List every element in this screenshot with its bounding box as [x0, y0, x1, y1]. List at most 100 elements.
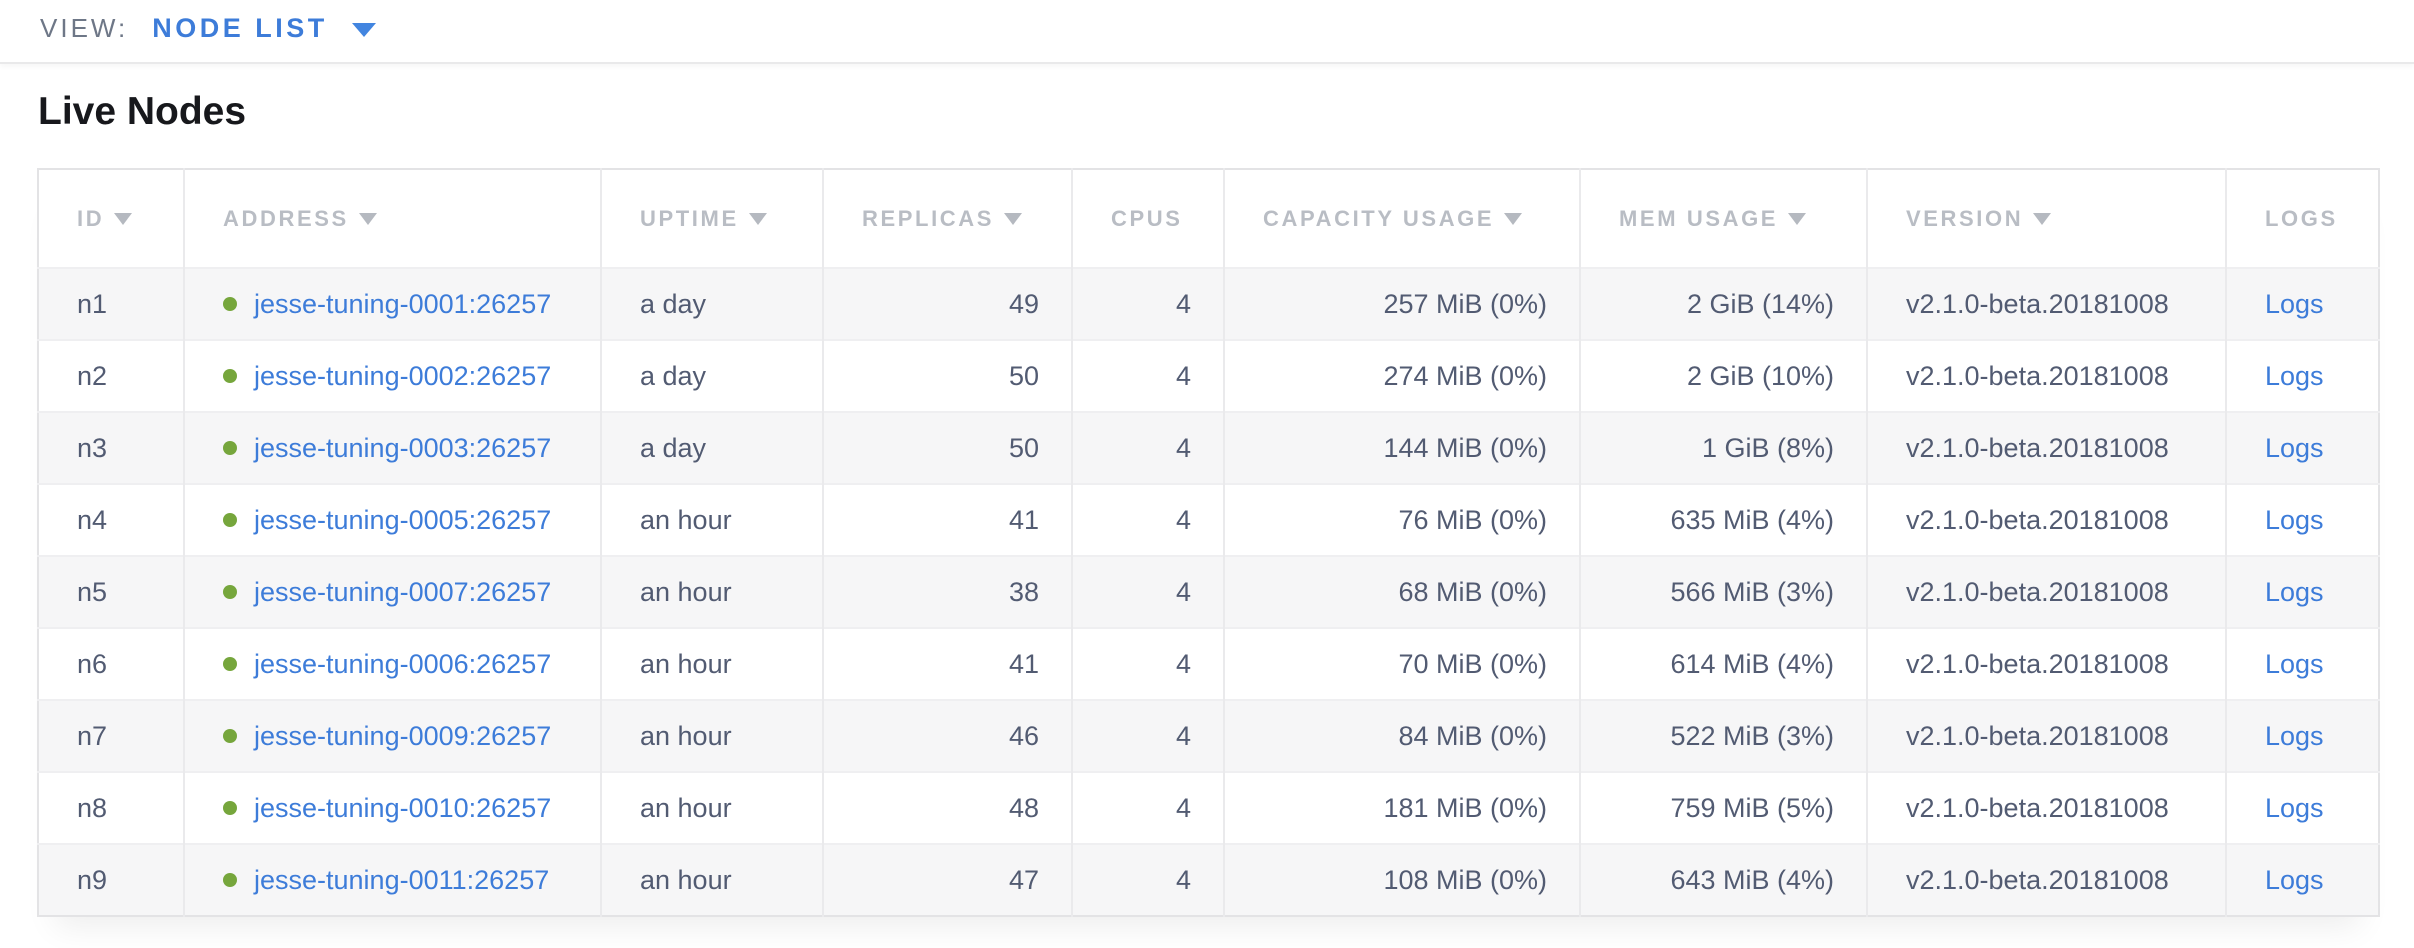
view-selector-dropdown[interactable]: NODE LIST — [152, 13, 376, 44]
cell-capacity: 108 MiB (0%) — [1223, 843, 1580, 916]
logs-link[interactable]: Logs — [2265, 504, 2324, 535]
logs-link[interactable]: Logs — [2265, 288, 2324, 319]
cell-mem: 522 MiB (3%) — [1579, 699, 1867, 772]
node-address-link[interactable]: jesse-tuning-0011:26257 — [254, 864, 550, 895]
cell-cpus: 4 — [1071, 771, 1224, 844]
table-row: n7 jesse-tuning-0009:26257 an hour 46 4 84 Mi… — [38, 699, 2379, 772]
column-header-label: CPUS — [1111, 205, 1183, 231]
column-header-label: VERSION — [1906, 205, 2024, 231]
cell-logs: Logs — [2225, 267, 2379, 340]
column-header-address[interactable]: ADDRESS — [183, 169, 601, 268]
cell-capacity: 274 MiB (0%) — [1223, 339, 1580, 412]
table-row: n8 jesse-tuning-0010:26257 an hour 48 4 181 M… — [38, 771, 2379, 844]
column-header-uptime[interactable]: UPTIME — [600, 169, 823, 268]
cell-version: v2.1.0-beta.20181008 — [1866, 627, 2226, 700]
table-row: n2 jesse-tuning-0002:26257 a day 50 4 274 MiB… — [38, 339, 2379, 412]
sort-desc-icon — [114, 212, 133, 225]
column-header-label: ID — [77, 205, 105, 231]
logs-link[interactable]: Logs — [2265, 720, 2324, 751]
table-row: n5 jesse-tuning-0007:26257 an hour 38 4 68 Mi… — [38, 555, 2379, 628]
view-selector-value: NODE LIST — [152, 12, 328, 43]
node-address-link[interactable]: jesse-tuning-0006:26257 — [254, 648, 552, 679]
node-address-link[interactable]: jesse-tuning-0003:26257 — [254, 432, 552, 463]
table-row: n1 jesse-tuning-0001:26257 a day 49 4 257 MiB… — [38, 267, 2379, 340]
column-header-capacity[interactable]: CAPACITY USAGE — [1223, 169, 1580, 268]
column-header-logs: LOGS — [2225, 169, 2379, 268]
cell-replicas: 50 — [822, 339, 1072, 412]
logs-link[interactable]: Logs — [2265, 432, 2324, 463]
cell-version: v2.1.0-beta.20181008 — [1866, 339, 2226, 412]
cell-logs: Logs — [2225, 771, 2379, 844]
node-status-healthy-icon — [223, 440, 237, 455]
cell-logs: Logs — [2225, 483, 2379, 556]
cell-logs: Logs — [2225, 843, 2379, 916]
node-status-healthy-icon — [223, 584, 237, 599]
cell-logs: Logs — [2225, 411, 2379, 484]
logs-link[interactable]: Logs — [2265, 648, 2324, 679]
cell-capacity: 70 MiB (0%) — [1223, 627, 1580, 700]
column-header-label: REPLICAS — [862, 205, 995, 231]
logs-link[interactable]: Logs — [2265, 864, 2324, 895]
node-status-healthy-icon — [223, 872, 237, 887]
cell-address: jesse-tuning-0007:26257 — [183, 555, 601, 628]
cell-id: n2 — [38, 339, 184, 412]
column-header-mem[interactable]: MEM USAGE — [1579, 169, 1867, 268]
logs-link[interactable]: Logs — [2265, 792, 2324, 823]
cell-capacity: 84 MiB (0%) — [1223, 699, 1580, 772]
cell-address: jesse-tuning-0009:26257 — [183, 699, 601, 772]
node-address-link[interactable]: jesse-tuning-0010:26257 — [254, 792, 552, 823]
column-header-version[interactable]: VERSION — [1866, 169, 2226, 268]
cell-cpus: 4 — [1071, 483, 1224, 556]
cell-replicas: 41 — [822, 627, 1072, 700]
cell-replicas: 38 — [822, 555, 1072, 628]
cell-id: n7 — [38, 699, 184, 772]
cell-version: v2.1.0-beta.20181008 — [1866, 699, 2226, 772]
logs-link[interactable]: Logs — [2265, 576, 2324, 607]
cell-uptime: a day — [600, 267, 823, 340]
column-header-label: LOGS — [2265, 205, 2338, 231]
column-header-label: CAPACITY USAGE — [1263, 205, 1495, 231]
node-address-link[interactable]: jesse-tuning-0002:26257 — [254, 360, 552, 391]
cell-cpus: 4 — [1071, 411, 1224, 484]
cell-cpus: 4 — [1071, 843, 1224, 916]
cell-replicas: 47 — [822, 843, 1072, 916]
column-header-label: MEM USAGE — [1619, 205, 1779, 231]
node-address-link[interactable]: jesse-tuning-0005:26257 — [254, 504, 552, 535]
caret-down-icon — [351, 22, 376, 37]
cell-version: v2.1.0-beta.20181008 — [1866, 555, 2226, 628]
view-label: VIEW: — [40, 12, 129, 43]
header-row: ID ADDRESS UPTIME REPLICAS CPUS CAPACITY USAG… — [38, 169, 2379, 268]
cell-version: v2.1.0-beta.20181008 — [1866, 267, 2226, 340]
logs-link[interactable]: Logs — [2265, 360, 2324, 391]
cell-version: v2.1.0-beta.20181008 — [1866, 411, 2226, 484]
cell-capacity: 257 MiB (0%) — [1223, 267, 1580, 340]
node-status-healthy-icon — [223, 368, 237, 383]
cell-id: n3 — [38, 411, 184, 484]
node-status-healthy-icon — [223, 296, 237, 311]
cell-uptime: an hour — [600, 771, 823, 844]
node-address-link[interactable]: jesse-tuning-0001:26257 — [254, 288, 552, 319]
cell-id: n4 — [38, 483, 184, 556]
cell-replicas: 48 — [822, 771, 1072, 844]
cell-mem: 614 MiB (4%) — [1579, 627, 1867, 700]
table-row: n4 jesse-tuning-0005:26257 an hour 41 4 76 Mi… — [38, 483, 2379, 556]
cell-capacity: 76 MiB (0%) — [1223, 483, 1580, 556]
cell-cpus: 4 — [1071, 339, 1224, 412]
cell-cpus: 4 — [1071, 699, 1224, 772]
sort-desc-icon — [748, 212, 767, 225]
column-header-replicas[interactable]: REPLICAS — [822, 169, 1072, 268]
cell-mem: 2 GiB (14%) — [1579, 267, 1867, 340]
node-status-healthy-icon — [223, 800, 237, 815]
node-address-link[interactable]: jesse-tuning-0009:26257 — [254, 720, 552, 751]
cell-cpus: 4 — [1071, 267, 1224, 340]
cell-address: jesse-tuning-0010:26257 — [183, 771, 601, 844]
column-header-id[interactable]: ID — [38, 169, 184, 268]
cell-mem: 1 GiB (8%) — [1579, 411, 1867, 484]
cell-logs: Logs — [2225, 699, 2379, 772]
node-address-link[interactable]: jesse-tuning-0007:26257 — [254, 576, 552, 607]
cell-address: jesse-tuning-0006:26257 — [183, 627, 601, 700]
cell-capacity: 68 MiB (0%) — [1223, 555, 1580, 628]
cell-capacity: 181 MiB (0%) — [1223, 771, 1580, 844]
cell-uptime: an hour — [600, 699, 823, 772]
cell-replicas: 46 — [822, 699, 1072, 772]
